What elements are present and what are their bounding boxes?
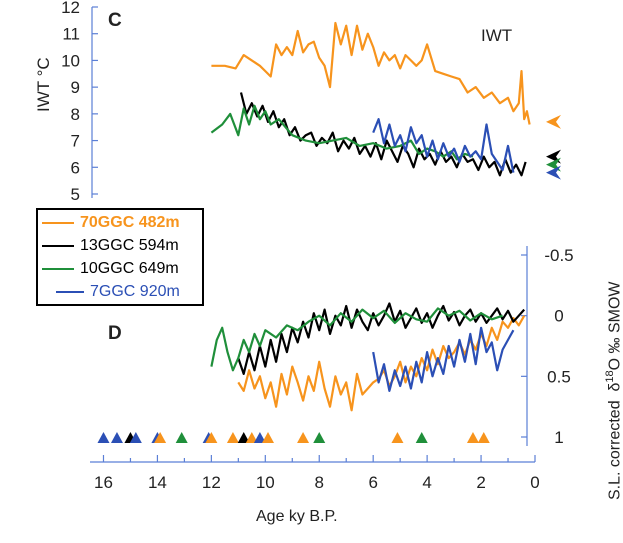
panel-d-ylabel: S.L. corrected δ18O ‰ SMOW [604,281,623,500]
age-control-triangle [129,432,142,443]
panel-d-letter: D [108,323,122,344]
arrow-marker-70GGC [546,114,561,129]
x-axis-label: Age ky B.P. [256,508,338,525]
x-axis: 16 14 12 10 8 6 4 2 0 [90,455,540,492]
age-control-triangle [415,432,428,443]
age-control-triangle [262,432,274,443]
x-tick-label: 10 [256,473,275,492]
panel-c: 5 6 7 8 9 10 11 12 [61,0,561,204]
legend-item: 70GGC 482m [42,212,180,234]
age-control-triangle [391,432,404,443]
x-tick-label: 8 [315,473,324,492]
panel-c-y-tick-label: 10 [61,51,80,70]
age-control-triangle [466,432,479,443]
legend-item: 10GGC 649m [42,258,179,280]
age-control-triangle [237,432,250,443]
x-tick-label: 0 [530,473,539,492]
age-control-triangle [245,432,258,443]
panel-c-title: IWT [481,26,513,45]
legend-item: 13GGC 594m [42,235,179,257]
panel-c-y-tick-label: 9 [71,78,80,97]
x-tick-label: 14 [148,473,167,492]
panel-c-y-tick-label: 12 [61,0,80,17]
panel-c-letter: C [108,10,122,31]
legend: 70GGC 482m 13GGC 594m 10GGC 649m 7GGC 92… [36,208,204,306]
panel-d-y-tick-label: -0.5 [544,246,573,265]
series-line-70GGC [211,21,531,125]
age-control-triangle [97,432,110,443]
age-control-triangle [110,432,123,443]
x-tick-label: 4 [422,473,431,492]
age-control-triangle [313,432,326,443]
arrow-marker-7GGC [546,165,561,180]
legend-label: 13GGC 594m [80,237,179,254]
legend-label: 7GGC 920m [90,283,180,300]
legend-label: 10GGC 649m [80,260,179,277]
x-tick-label: 12 [202,473,221,492]
x-tick-label: 16 [94,473,113,492]
panel-c-y-tick-label: 8 [71,105,80,124]
series-line-7GGC [372,326,515,392]
age-control-triangle [205,432,218,443]
legend-swatch [42,245,74,247]
panel-c-y-tick-label: 11 [62,25,80,44]
age-control-triangle [175,432,188,443]
panel-d: -0.5 0 0.5 1 [97,246,574,447]
series-line-10GGC [210,307,503,372]
x-tick-label: 6 [368,473,377,492]
panel-c-y-tick-label: 5 [71,185,80,204]
panel-c-y-tick-label: 6 [71,158,80,177]
legend-item: 7GGC 920m [42,281,180,303]
age-control-triangle [477,432,490,443]
legend-swatch [56,291,84,293]
panel-d-y-tick-label: 0.5 [547,367,571,386]
age-control-triangle [297,432,310,443]
series-line-10GGC [210,104,474,161]
series-line-7GGC [372,118,515,173]
panel-d-y-tick-label: 1 [554,428,563,447]
age-control-triangle [154,432,167,443]
legend-label: 70GGC 482m [80,214,180,231]
panel-c-ylabel: IWT °C [34,57,53,112]
legend-swatch [42,268,74,270]
legend-swatch [42,222,74,224]
age-control-triangle [253,432,266,443]
series-line-13GGC [237,302,526,375]
panel-d-y-tick-label: 0 [554,307,563,326]
panel-c-y-tick-label: 7 [71,132,80,151]
x-tick-label: 2 [476,473,485,492]
series-line-13GGC [239,92,527,177]
age-control-triangle [226,432,239,443]
